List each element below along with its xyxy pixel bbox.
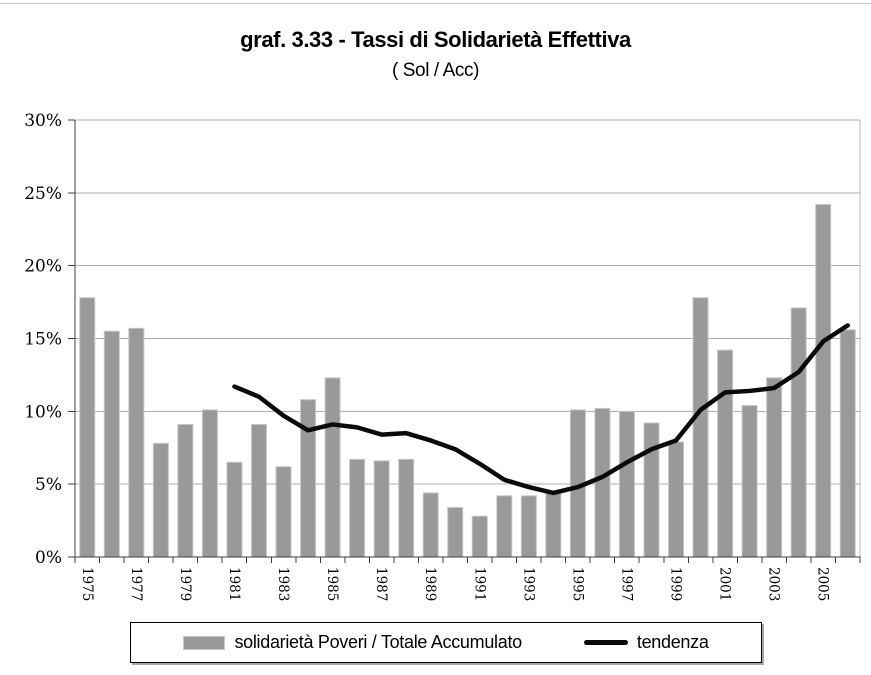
bar-1996 <box>594 407 611 558</box>
bar-1992 <box>496 495 513 558</box>
bar-2004 <box>790 307 807 558</box>
bar-1989 <box>422 492 439 558</box>
axes <box>68 119 861 563</box>
bar-series-label: solidarietà Poveri / Totale Accumulato <box>234 632 522 652</box>
x-tick-label-1999: 1999 <box>668 567 684 601</box>
bar-1988 <box>398 458 415 558</box>
bar-1983 <box>275 466 292 558</box>
bar-1998 <box>643 422 660 558</box>
trend-line-series <box>232 323 850 496</box>
line-series-swatch <box>583 640 628 645</box>
y-tick-label-5%: 5% <box>35 475 62 495</box>
y-tick-label-0%: 0% <box>35 548 62 568</box>
bar-1993 <box>520 495 537 558</box>
chart-subtitle: ( Sol / Acc) <box>391 60 480 81</box>
bar-2006 <box>839 329 856 558</box>
x-tick-label-1983: 1983 <box>275 567 291 601</box>
bar-1976 <box>103 330 120 558</box>
y-tick-label-30%: 30% <box>24 111 62 131</box>
y-tick-label-25%: 25% <box>24 184 62 204</box>
x-tick-label-1975: 1975 <box>79 567 95 601</box>
bar-1984 <box>300 399 317 558</box>
bar-1977 <box>128 327 145 558</box>
x-tick-label-1993: 1993 <box>520 567 536 601</box>
x-tick-label-1991: 1991 <box>471 567 487 601</box>
x-tick-label-1977: 1977 <box>128 567 144 601</box>
bar-1981 <box>226 461 243 558</box>
x-tick-label-1989: 1989 <box>422 567 438 601</box>
bar-series-swatch <box>183 635 226 650</box>
legend-item-bars: solidarietà Poveri / Totale Accumulato <box>183 632 522 653</box>
bar-1985 <box>324 377 341 558</box>
bar-1999 <box>668 441 685 558</box>
bar-1994 <box>545 492 562 558</box>
legend: solidarietà Poveri / Totale Accumulato t… <box>130 622 762 663</box>
trend-line <box>232 323 850 496</box>
bar-2003 <box>766 377 783 558</box>
legend-item-line: tendenza <box>583 632 709 653</box>
x-tick-label-1981: 1981 <box>226 567 242 601</box>
chart-title: graf. 3.33 - Tassi di Solidarietà Effett… <box>240 27 631 52</box>
line-series-label: tendenza <box>636 632 709 652</box>
bar-2000 <box>692 297 709 558</box>
bar-2002 <box>741 405 758 558</box>
x-tick-label-1987: 1987 <box>373 567 389 601</box>
bar-series <box>79 203 856 558</box>
bar-1978 <box>152 442 169 558</box>
x-tick-label-1985: 1985 <box>324 567 340 601</box>
y-tick-label-15%: 15% <box>24 330 62 350</box>
tick-labels: 30% 25% 20% 15% 10% 5% 0% 1975 1977 1979 1981 1983 1… <box>24 111 831 601</box>
x-tick-label-2005: 2005 <box>815 567 831 601</box>
plot-area: 30% 25% 20% 15% 10% 5% 0% 1975 1977 1979 1981 1983 1… <box>24 111 861 601</box>
bar-1986 <box>349 458 366 558</box>
x-tick-label-1995: 1995 <box>569 567 585 601</box>
bar-1979 <box>177 423 194 558</box>
bar-1975 <box>79 297 96 558</box>
x-tick-label-1997: 1997 <box>618 567 634 601</box>
x-tick-label-1979: 1979 <box>177 567 193 601</box>
chart-border-top <box>0 3 871 4</box>
x-tick-label-2003: 2003 <box>766 567 782 601</box>
bar-2005 <box>815 203 832 558</box>
y-tick-label-20%: 20% <box>24 257 62 277</box>
bar-1980 <box>201 409 218 558</box>
bar-1990 <box>447 506 464 558</box>
x-tick-label-2001: 2001 <box>717 567 733 601</box>
y-tick-label-10%: 10% <box>24 402 62 422</box>
bar-1982 <box>250 423 267 558</box>
bar-2001 <box>717 349 734 558</box>
bar-1987 <box>373 460 390 558</box>
bar-1997 <box>618 410 635 558</box>
bar-1991 <box>471 515 488 558</box>
